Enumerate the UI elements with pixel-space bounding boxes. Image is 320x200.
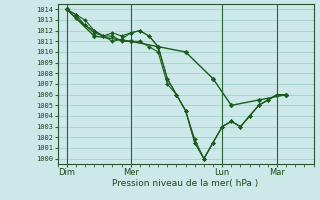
X-axis label: Pression niveau de la mer( hPa ): Pression niveau de la mer( hPa ) <box>112 179 259 188</box>
